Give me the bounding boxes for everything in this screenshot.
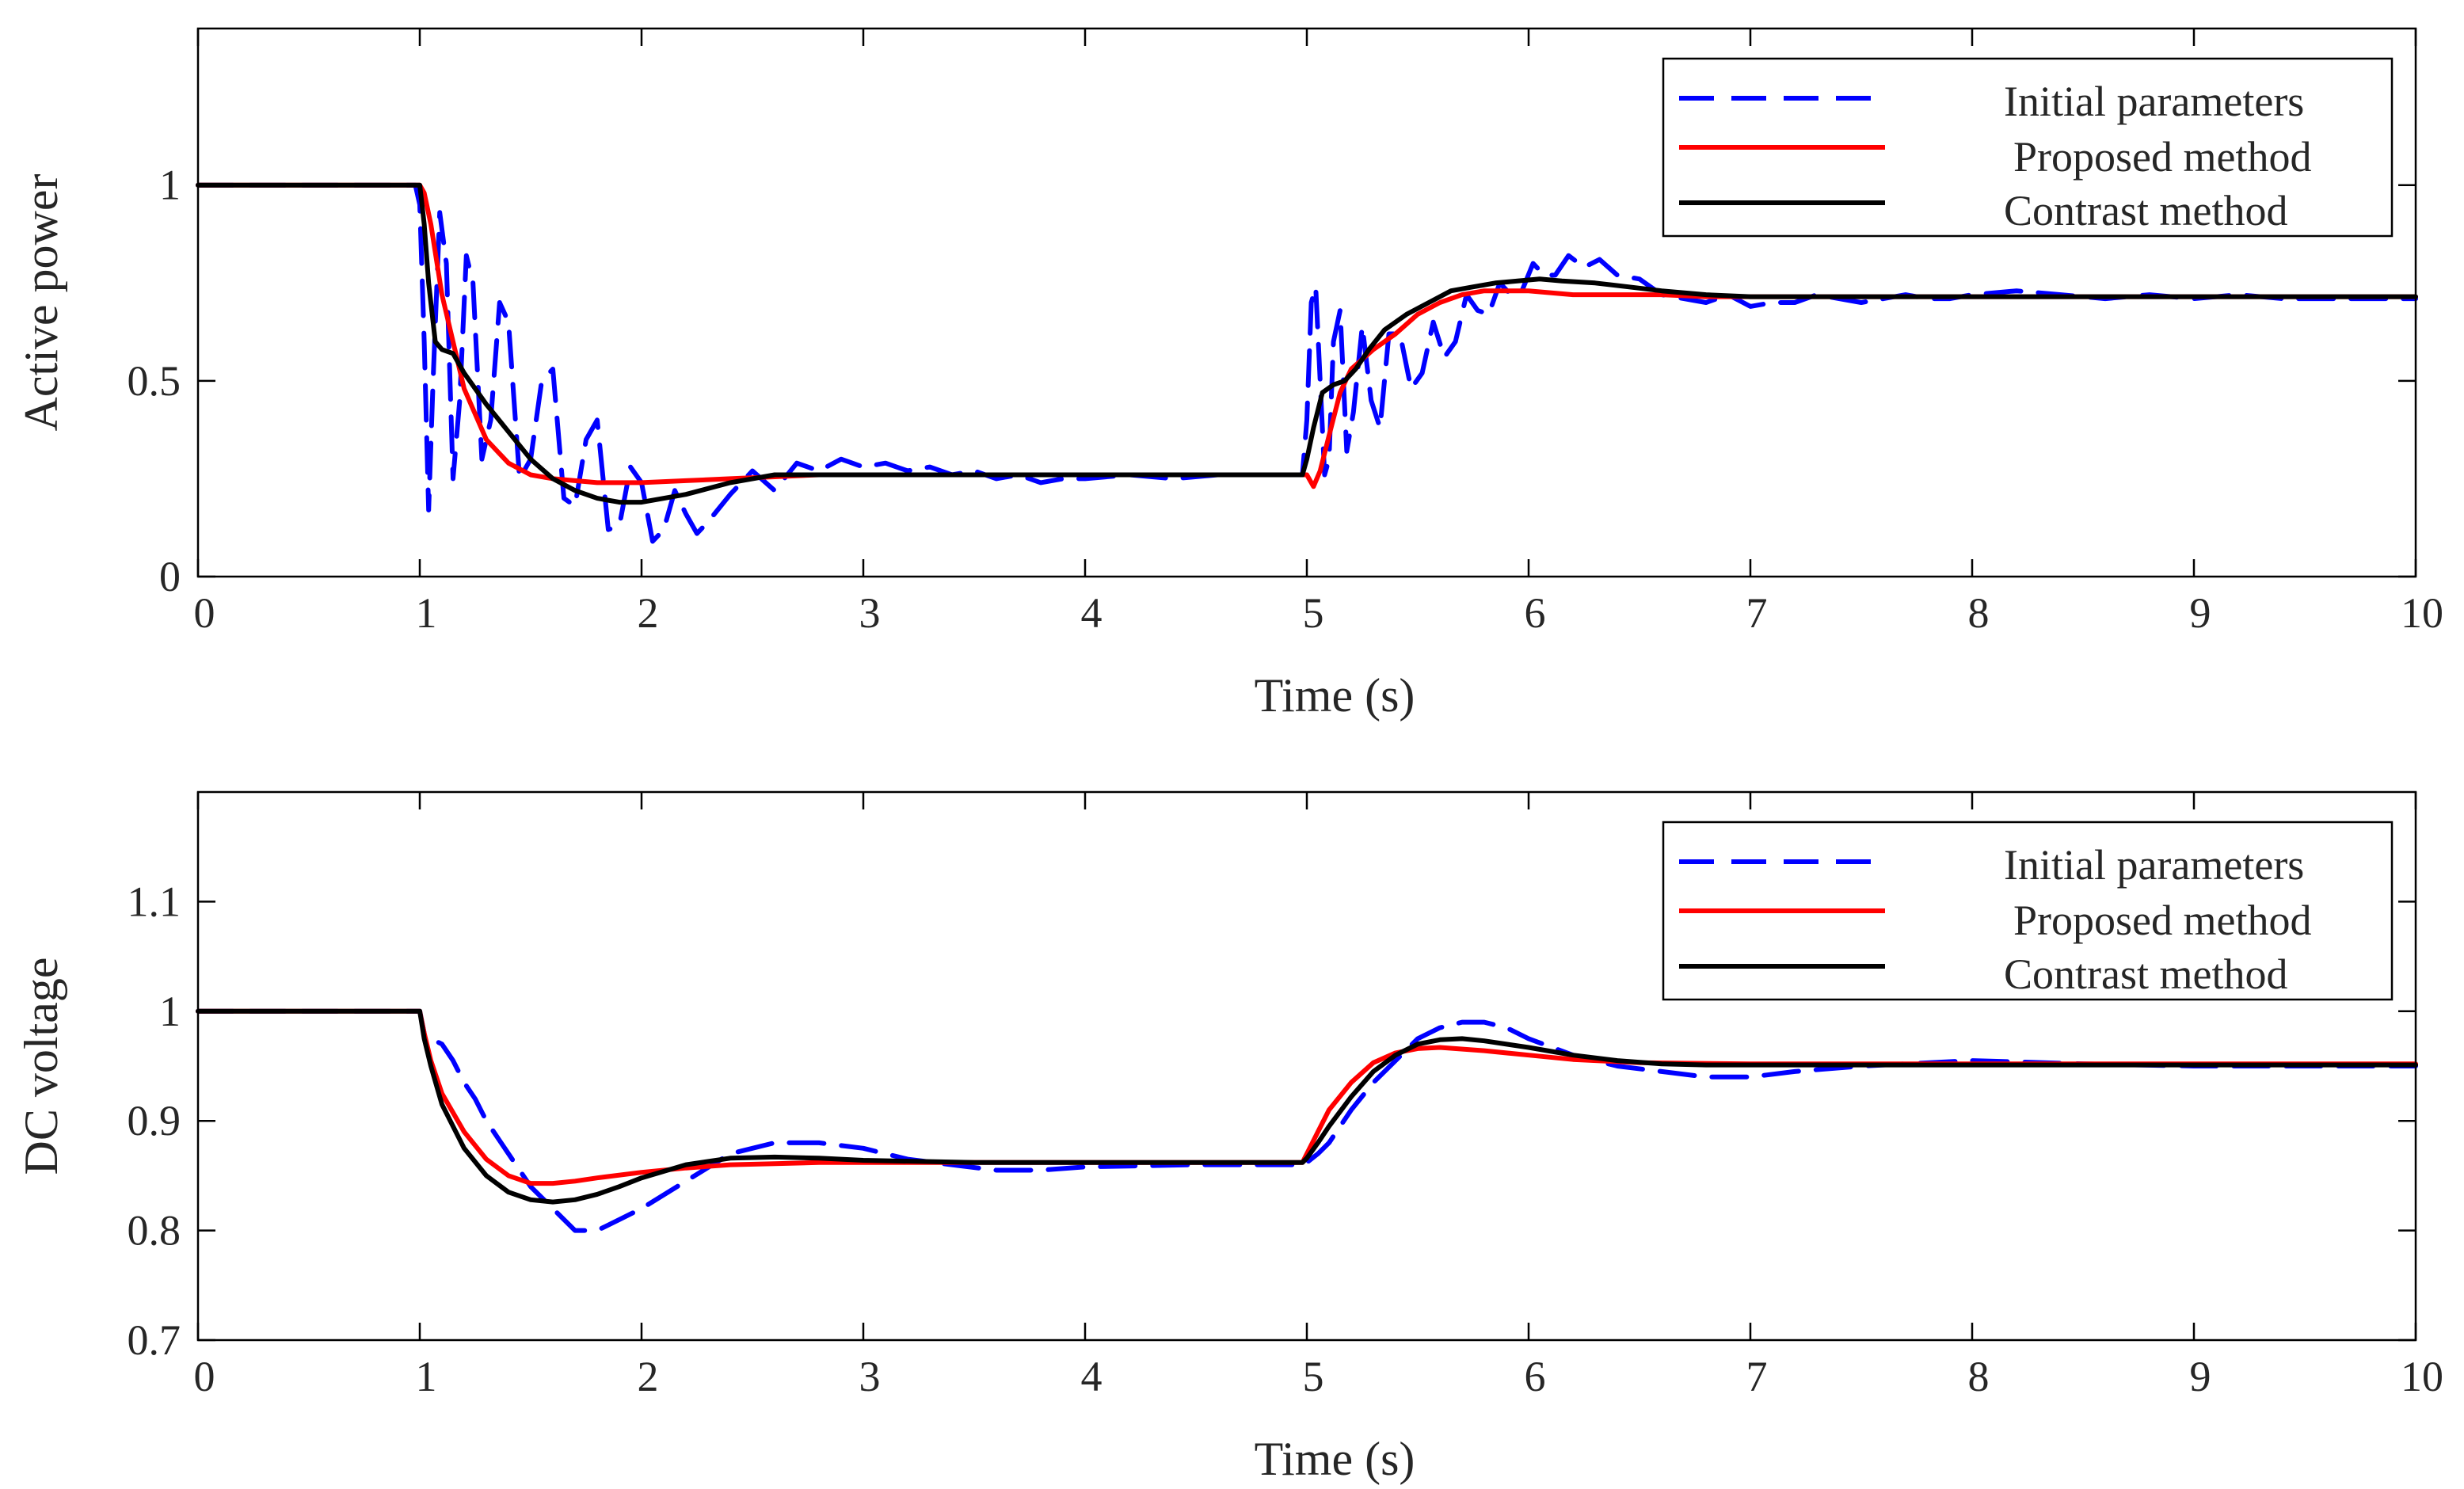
y-tick-label: 0.8 [128,1207,181,1255]
x-tick-label: 0 [194,589,215,637]
legend-label-proposed: Proposed method [2013,897,2311,944]
x-tick-label: 5 [1303,1353,1324,1400]
legend: Initial parameters Proposed method Contr… [1662,821,2394,1001]
y-axis-label: Active power [15,174,67,432]
x-tick-label: 6 [1525,1353,1546,1400]
x-tick-label: 3 [859,1353,881,1400]
legend-label-contrast: Contrast method [2004,950,2287,998]
legend-label-initial: Initial parameters [2004,78,2304,125]
x-tick-label: 4 [1081,589,1103,637]
x-tick-label: 0 [194,1353,215,1400]
x-tick-label: 8 [1968,1353,1990,1400]
y-axis-label: DC voltage [15,958,67,1175]
y-tick-label: 1 [159,988,181,1035]
series-line-initial-parameters [196,182,2418,544]
x-axis-label: Time (s) [1255,669,1415,722]
x-tick-label: 3 [859,589,881,637]
y-tick-label: 1 [159,162,181,209]
x-tick-label: 7 [1746,1353,1768,1400]
y-tick-label: 0.5 [128,357,181,405]
y-tick-label: 0 [159,553,181,600]
y-tick-label: 0.9 [128,1097,181,1144]
x-tick-label: 9 [2190,1353,2211,1400]
x-tick-label: 10 [2401,1353,2443,1400]
x-tick-label: 4 [1081,1353,1103,1400]
x-tick-label: 1 [416,589,437,637]
legend: Initial parameters Proposed method Contr… [1662,57,2394,238]
x-tick-label: 2 [638,1353,659,1400]
x-tick-label: 5 [1303,589,1324,637]
panel-dc-voltage: 0 1 2 3 4 5 6 7 8 9 10 0.7 0.8 0.9 1 1.1 Time (s) DC vo… [15,790,2443,1485]
x-tick-label: 9 [2190,589,2211,637]
series-line-contrast-method [196,182,2418,505]
series-line-initial-parameters [196,1008,2418,1233]
x-tick-label: 7 [1746,589,1768,637]
legend-label-initial: Initial parameters [2004,841,2304,889]
legend-label-proposed: Proposed method [2013,133,2311,181]
x-tick-label: 8 [1968,589,1990,637]
legend-label-contrast: Contrast method [2004,187,2287,234]
x-tick-label: 2 [638,589,659,637]
x-tick-label: 6 [1525,589,1546,637]
y-tick-label: 1.1 [128,878,181,925]
x-axis-label: Time (s) [1255,1433,1415,1485]
x-tick-label: 10 [2401,589,2443,637]
y-tick-label: 0.7 [128,1316,181,1364]
x-tick-label: 1 [416,1353,437,1400]
series-line-contrast-method [196,1008,2418,1205]
